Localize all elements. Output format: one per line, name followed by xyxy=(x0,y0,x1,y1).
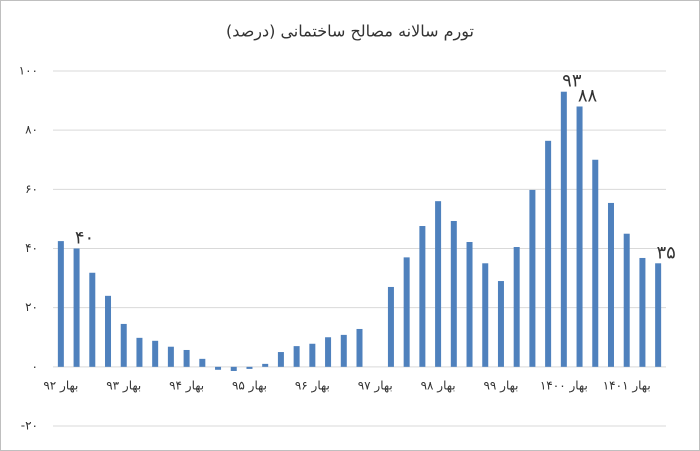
x-tick-label: بهار ۹۹ xyxy=(483,379,518,394)
data-label: ۳۵ xyxy=(656,242,675,263)
bar xyxy=(387,286,394,367)
bar xyxy=(623,233,630,367)
bar xyxy=(246,366,253,369)
bar xyxy=(167,346,174,367)
bar xyxy=(466,241,473,367)
bar xyxy=(435,201,442,367)
y-tick-label: ۲۰ xyxy=(25,300,38,314)
bar xyxy=(356,328,363,367)
chart-title: تورم سالانه مصالح ساختمانی (درصد) xyxy=(226,22,474,42)
y-tick-label: ۱۰۰ xyxy=(19,64,38,78)
bar xyxy=(576,106,583,367)
bar xyxy=(529,189,536,367)
bar xyxy=(497,281,504,367)
x-tick-label: بهار ۹۴ xyxy=(169,379,204,394)
bar xyxy=(513,247,520,367)
bar xyxy=(73,248,80,367)
y-tick-label: ۸۰ xyxy=(25,123,38,137)
x-tick-label: بهار ۹۵ xyxy=(232,379,267,394)
bar xyxy=(89,272,96,367)
y-tick-label: ۰ xyxy=(32,359,38,373)
bar xyxy=(183,349,190,367)
bar xyxy=(277,352,284,367)
x-tick-label: بهار ۱۴۰۱ xyxy=(603,379,651,394)
bar xyxy=(136,337,143,367)
data-label: ۸۸ xyxy=(578,86,598,107)
y-tick-label: ۴۰ xyxy=(25,241,38,255)
bar xyxy=(262,363,269,367)
bar xyxy=(152,340,159,367)
bar xyxy=(419,226,426,367)
x-tick-label: بهار ۹۸ xyxy=(421,379,456,394)
bar xyxy=(199,358,206,367)
bar xyxy=(545,140,552,367)
bar xyxy=(105,295,112,367)
bar xyxy=(57,241,64,367)
bar xyxy=(230,366,237,371)
x-tick-label: بهار ۹۷ xyxy=(358,379,393,394)
bar xyxy=(215,366,222,370)
y-tick-label: ۶۰ xyxy=(25,182,38,196)
x-tick-label: بهار ۹۶ xyxy=(295,379,330,394)
bar xyxy=(482,263,489,367)
bar xyxy=(607,202,614,367)
bar xyxy=(120,323,127,367)
bar xyxy=(403,257,410,367)
x-tick-label: بهار ۹۳ xyxy=(106,379,141,394)
bar xyxy=(293,346,300,367)
bar xyxy=(655,263,662,367)
bar xyxy=(592,159,599,367)
data-label: ۹۳ xyxy=(562,71,582,92)
bar xyxy=(309,343,316,367)
bar xyxy=(560,91,567,367)
x-tick-label: بهار ۱۴۰۰ xyxy=(540,379,588,394)
bar xyxy=(325,337,332,367)
bar xyxy=(450,220,457,367)
y-tick-label: -۲۰ xyxy=(21,419,38,433)
bar xyxy=(340,334,347,367)
bar xyxy=(639,257,646,367)
x-tick-label: بهار ۹۲ xyxy=(43,379,78,394)
data-label: ۴۰ xyxy=(75,228,94,249)
